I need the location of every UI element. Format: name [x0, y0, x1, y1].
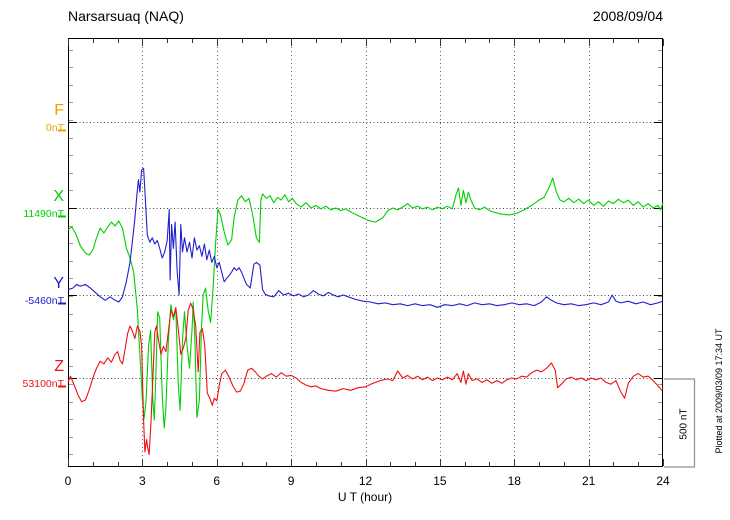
- x-tick-label: 12: [358, 474, 373, 488]
- x-tick-label: 18: [507, 474, 521, 488]
- channel-letter: Z: [54, 358, 64, 375]
- channel-letter: X: [53, 188, 64, 205]
- x-tick-label: 21: [581, 474, 596, 488]
- plot-frame: [68, 38, 663, 467]
- channel-label-F: F 0nT: [0, 102, 64, 134]
- x-tick-label: 0: [64, 474, 72, 488]
- channel-baseline-value: 53100nT: [22, 377, 64, 390]
- scale-bar-label: 500 nT: [678, 408, 690, 440]
- x-tick-label: 24: [656, 474, 670, 488]
- channel-baseline-value: -5460nT: [24, 294, 64, 307]
- x-tick-label: 3: [139, 474, 146, 488]
- channel-label-Y: Y -5460nT: [0, 275, 64, 307]
- x-axis-label: U T (hour): [337, 490, 393, 504]
- channel-baseline-value: 0nT: [45, 121, 64, 134]
- observation-date: 2008/09/04: [592, 8, 663, 24]
- x-tick-label: 9: [287, 474, 295, 488]
- trace-Z: [67, 302, 664, 456]
- x-tick-label: 15: [433, 474, 447, 488]
- station-title: Narsarsuaq (NAQ): [68, 8, 184, 24]
- channel-letter: Y: [53, 275, 64, 292]
- trace-X: [67, 177, 664, 429]
- amplitude-scale-bar: [664, 378, 696, 468]
- channel-label-X: X 11490nT: [0, 188, 64, 220]
- channel-baseline-value: 11490nT: [23, 207, 64, 220]
- channel-label-Z: Z 53100nT: [0, 358, 64, 390]
- magnetogram-plot: [58, 38, 664, 467]
- plotted-at-note: Plotted at 2009/03/09 17:34 UT: [714, 328, 724, 454]
- x-tick-label: 6: [213, 474, 221, 488]
- trace-Y: [67, 167, 664, 308]
- channel-letter: F: [54, 102, 64, 119]
